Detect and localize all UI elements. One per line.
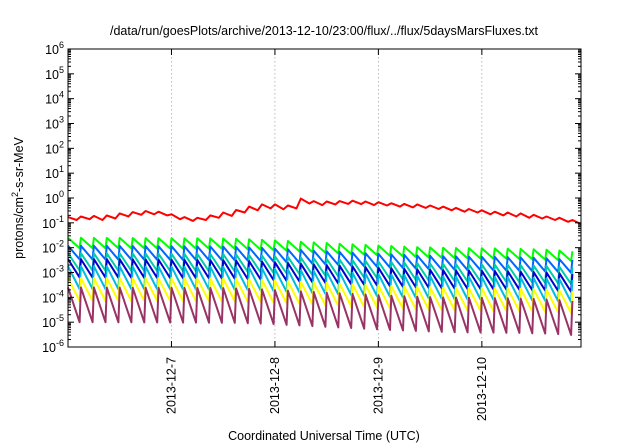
y-tick-label: 10-4 xyxy=(42,288,64,305)
y-tick-label-base: 10 xyxy=(45,93,59,107)
y-tick-label-base: 10 xyxy=(45,43,59,57)
y-tick-label-exp: -4 xyxy=(56,288,64,298)
y-tick-label-base: 10 xyxy=(45,167,59,181)
y-tick-label-exp: 3 xyxy=(59,115,64,125)
y-tick-label-exp: 0 xyxy=(59,189,64,199)
y-tick-label-base: 10 xyxy=(45,68,59,82)
x-tick-label: 2013-12-9 xyxy=(371,357,385,414)
y-tick-label-base: 10 xyxy=(42,341,56,355)
chart-title: /data/run/goesPlots/archive/2013-12-10/2… xyxy=(110,24,539,38)
x-tick-label: 2013-12-10 xyxy=(475,357,489,421)
y-tick-label-exp: 2 xyxy=(59,139,64,149)
x-axis-label: Coordinated Universal Time (UTC) xyxy=(228,429,420,443)
flux-series-0 xyxy=(67,197,582,225)
y-tick-label-base: 10 xyxy=(42,291,56,305)
y-tick-label: 105 xyxy=(45,65,64,82)
y-tick-label-base: 10 xyxy=(42,267,56,281)
y-tick-label-exp: -5 xyxy=(56,313,64,323)
flux-series-1 xyxy=(67,236,574,262)
x-tick-label: 2013-12-7 xyxy=(164,357,178,414)
y-tick-label: 106 xyxy=(45,40,64,57)
y-tick-label: 10-2 xyxy=(42,239,64,256)
y-tick-label: 10-3 xyxy=(42,264,64,281)
x-tick-label: 2013-12-8 xyxy=(268,357,282,414)
y-axis-label: protons/cm2-s-sr-MeV xyxy=(10,136,26,258)
y-tick-label-exp: -6 xyxy=(56,338,64,348)
y-tick-label: 102 xyxy=(45,139,64,156)
y-tick-label-base: 10 xyxy=(45,142,59,156)
y-tick-label: 10-5 xyxy=(42,313,64,330)
flux-series-7 xyxy=(67,286,574,336)
data-series xyxy=(67,197,582,336)
y-tick-label: 10-1 xyxy=(42,214,64,231)
y-tick-label: 101 xyxy=(45,164,64,181)
y-tick-label-exp: -2 xyxy=(56,239,64,249)
y-tick-label-exp: 6 xyxy=(59,40,64,50)
y-axis-label-suffix: -s-sr-MeV xyxy=(12,136,26,192)
y-axis-label-prefix: protons/cm xyxy=(12,197,26,259)
y-tick-label-base: 10 xyxy=(42,242,56,256)
y-tick-label: 100 xyxy=(45,189,64,206)
y-tick-label-exp: 1 xyxy=(59,164,64,174)
y-tick-label-base: 10 xyxy=(45,118,59,132)
y-tick-label: 103 xyxy=(45,115,64,132)
y-tick-label: 10-6 xyxy=(42,338,64,355)
y-tick-label-exp: -1 xyxy=(56,214,64,224)
y-axis-label-sup: 2 xyxy=(10,192,20,197)
y-tick-label-exp: -3 xyxy=(56,264,64,274)
y-tick-label-base: 10 xyxy=(45,192,59,206)
y-tick-label: 104 xyxy=(45,90,64,107)
y-tick-label-exp: 4 xyxy=(59,90,64,100)
y-axis-label-group: protons/cm2-s-sr-MeV xyxy=(10,136,26,258)
y-tick-label-exp: 5 xyxy=(59,65,64,75)
axis-ticks: 2013-12-7 2013-12-8 2013-12-9 2013-12-1010-… xyxy=(42,40,581,421)
y-tick-label-base: 10 xyxy=(42,217,56,231)
y-tick-label-base: 10 xyxy=(42,316,56,330)
